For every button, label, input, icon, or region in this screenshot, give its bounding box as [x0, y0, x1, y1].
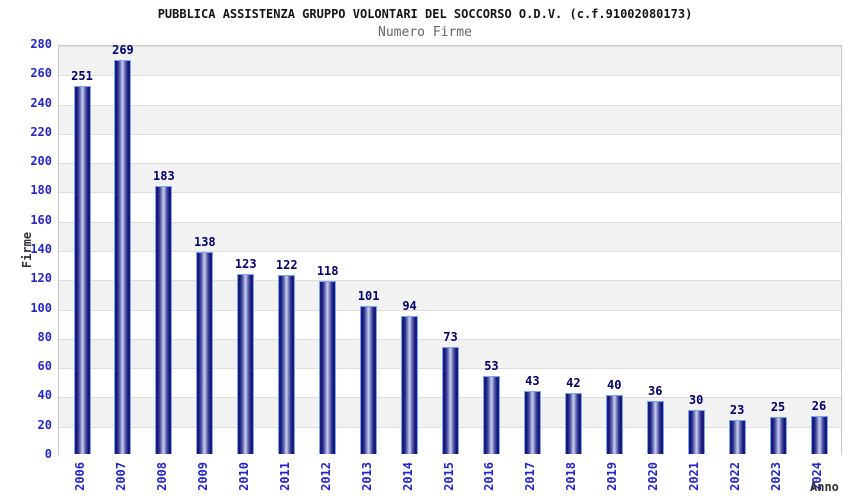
x-tick-label: 2013 [359, 462, 374, 491]
x-tick-label: 2007 [113, 462, 128, 491]
bar-value-label: 23 [729, 403, 745, 418]
bar-2015 [442, 347, 459, 454]
bar-value-label: 42 [566, 375, 581, 390]
bar-2019 [605, 395, 623, 454]
x-tick-label: 2010 [236, 462, 251, 491]
bar-2007 [114, 60, 132, 454]
y-tick-label: 260 [30, 66, 52, 81]
bar-value-label: 123 [234, 256, 257, 271]
y-tick-label: 280 [30, 37, 52, 51]
bar-2020 [646, 401, 664, 454]
bar-2022 [728, 420, 746, 454]
bar-2018 [564, 392, 582, 454]
grid-band [59, 309, 841, 339]
bar-value-label: 118 [316, 264, 339, 279]
y-tick-label: 0 [44, 447, 52, 461]
grid-band [59, 251, 841, 281]
y-tick-label: 60 [37, 359, 52, 374]
x-tick-label: 2016 [482, 462, 497, 491]
bar-value-label: 43 [525, 374, 540, 389]
bar-value-label: 101 [357, 289, 380, 304]
y-tick-label: 20 [37, 417, 52, 432]
y-axis-ticks: 0 20 40 60 80 100 120 140 160 180 200 220 240 260 280 [0, 37, 52, 461]
bar-2013 [360, 306, 378, 454]
y-tick-label: 220 [30, 124, 52, 139]
bar-value-label: 94 [402, 299, 417, 314]
x-tick-label: 2014 [400, 462, 415, 491]
grid-band [59, 280, 841, 310]
x-tick-label: 2011 [277, 462, 292, 491]
y-tick-label: 160 [30, 212, 52, 227]
bar-2009 [196, 251, 214, 454]
y-tick-label: 80 [37, 329, 52, 344]
bar-2014 [401, 316, 419, 454]
bar-value-label: 122 [275, 258, 298, 273]
y-tick-label: 140 [30, 242, 52, 256]
bar-value-label: 73 [443, 330, 458, 345]
x-tick-label: 2022 [728, 462, 743, 491]
bar-2008 [155, 186, 173, 454]
bar-value-label: 26 [811, 398, 827, 413]
bar-2024 [810, 415, 828, 454]
bar-2023 [769, 417, 787, 454]
bar-value-label: 138 [193, 234, 216, 249]
grid-band [59, 221, 841, 251]
chart-title: PUBBLICA ASSISTENZA GRUPPO VOLONTARI DEL… [157, 7, 693, 21]
x-tick-label: 2019 [605, 462, 620, 491]
x-axis-title: Anno [810, 480, 839, 494]
bar-value-label: 251 [71, 69, 93, 84]
bar-value-label: 30 [688, 393, 704, 408]
bar-value-label: 36 [647, 384, 663, 399]
bar-value-label: 40 [607, 378, 622, 393]
x-tick-label: 2009 [195, 462, 210, 491]
plot-area: 251 269 183 138 123 122 118 101 94 73 53 43 42 40 36 30… [58, 43, 842, 456]
grid-band [59, 192, 841, 222]
grid-band [59, 104, 841, 134]
x-tick-label: 2012 [318, 462, 333, 491]
x-tick-label: 2015 [441, 462, 456, 491]
bar-value-label: 25 [770, 400, 786, 415]
y-tick-label: 120 [30, 271, 52, 286]
x-tick-label: 2017 [523, 462, 538, 491]
bar-2006 [73, 86, 91, 454]
y-tick-label: 240 [30, 95, 52, 110]
x-tick-label: 2023 [769, 462, 784, 491]
y-tick-label: 200 [30, 154, 52, 169]
y-tick-label: 40 [37, 388, 52, 403]
x-tick-label: 2008 [154, 462, 169, 491]
x-tick-label: 2020 [646, 462, 661, 491]
bar-2017 [523, 391, 541, 454]
grid-band [59, 133, 841, 164]
x-tick-label: 2006 [73, 462, 87, 491]
x-tick-label: 2021 [687, 462, 702, 491]
bar-2021 [687, 410, 705, 454]
y-tick-label: 180 [30, 183, 52, 198]
grid-band [59, 163, 841, 193]
bar-2012 [319, 281, 337, 454]
chart-subtitle: Numero Firme [378, 25, 472, 40]
bar-2010 [237, 273, 255, 454]
bar-value-label: 53 [484, 359, 499, 374]
y-tick-label: 100 [30, 300, 52, 315]
x-axis-ticks: 2006 2007 2008 2009 2010 2011 2012 2013 2014 2015… [58, 459, 842, 500]
bar-2016 [482, 376, 500, 454]
x-tick-label: 2018 [564, 462, 579, 491]
grid-band [59, 75, 841, 105]
bar-value-label: 269 [112, 43, 134, 58]
bar-2011 [278, 275, 296, 454]
grid-band [59, 46, 841, 76]
bar-value-label: 183 [153, 169, 175, 184]
